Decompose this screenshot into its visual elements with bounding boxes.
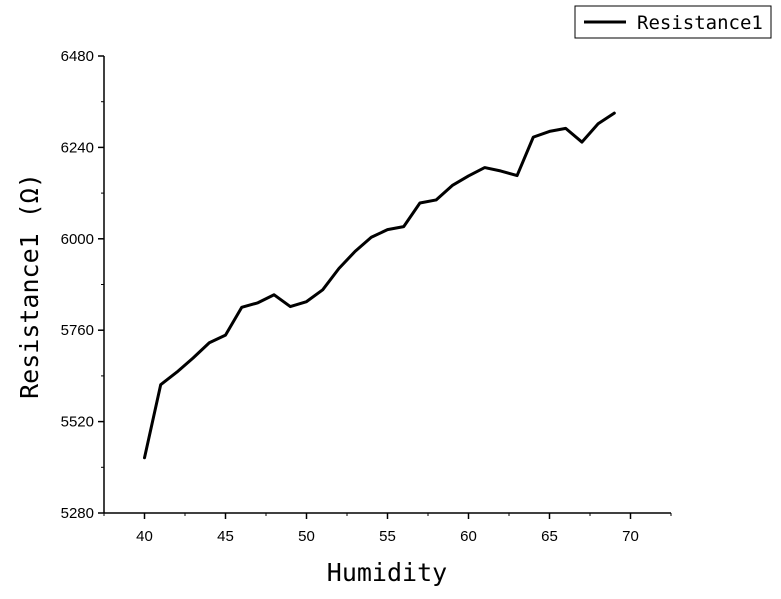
series-line-resistance1 — [143, 111, 616, 460]
data-point — [175, 371, 178, 374]
data-point — [548, 130, 551, 133]
y-tick-label: 5760 — [61, 322, 94, 339]
x-tick-label: 60 — [460, 528, 477, 545]
data-point — [597, 122, 600, 125]
data-point — [435, 198, 438, 201]
data-point — [208, 341, 211, 344]
data-point — [289, 305, 292, 308]
data-point — [143, 456, 146, 459]
x-axis-title: Humidity — [327, 558, 447, 587]
data-point — [386, 228, 389, 231]
data-point — [467, 174, 470, 177]
data-point — [337, 267, 340, 270]
axes — [103, 56, 671, 514]
data-point — [224, 334, 227, 337]
data-point — [256, 301, 259, 304]
data-point — [580, 141, 583, 144]
data-point — [273, 293, 276, 296]
ticks: 5280 5520 5760 6000 6240 6480 40 45 50 55 60 65 70 — [61, 48, 672, 545]
data-point — [192, 357, 195, 360]
data-point — [402, 225, 405, 228]
y-tick-label: 5520 — [61, 414, 94, 431]
data-point — [499, 170, 502, 173]
data-point — [159, 383, 162, 386]
data-point — [418, 202, 421, 205]
x-tick-label: 65 — [541, 528, 558, 545]
data-point — [354, 250, 357, 253]
data-point — [305, 300, 308, 303]
y-tick-label: 5280 — [61, 505, 94, 522]
y-tick-label: 6480 — [61, 48, 94, 65]
y-axis-title: Resistance1 (Ω) — [15, 173, 44, 399]
data-point — [613, 112, 616, 115]
data-point — [483, 166, 486, 169]
y-tick-label: 6240 — [61, 139, 94, 156]
x-tick-label: 50 — [298, 528, 315, 545]
x-tick-label: 70 — [622, 528, 639, 545]
x-tick-label: 40 — [136, 528, 153, 545]
series-layer — [143, 111, 616, 460]
data-point — [451, 184, 454, 187]
x-tick-label: 55 — [379, 528, 396, 545]
data-point — [240, 306, 243, 309]
data-point — [532, 136, 535, 139]
data-point — [321, 288, 324, 291]
data-point — [370, 236, 373, 239]
data-point — [516, 174, 519, 177]
legend: Resistance1 — [574, 5, 772, 39]
data-point — [564, 127, 567, 130]
y-tick-label: 6000 — [61, 231, 94, 248]
legend-label: Resistance1 — [637, 12, 763, 34]
x-tick-label: 45 — [217, 528, 234, 545]
